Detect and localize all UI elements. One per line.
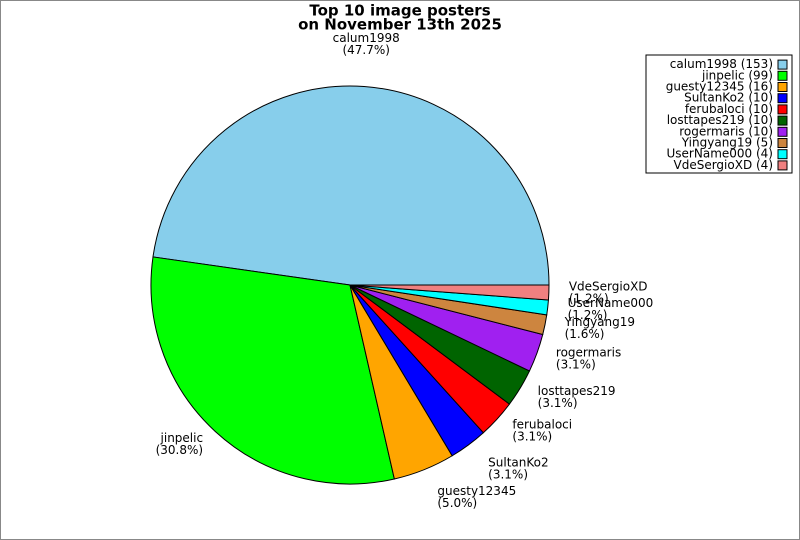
slice-value-label: (3.1%) — [512, 430, 552, 444]
legend-swatch — [777, 70, 788, 81]
legend-swatch — [777, 82, 788, 92]
legend-swatch — [777, 93, 788, 104]
slice-label: SultanKo2 — [488, 456, 548, 470]
chart-title: Top 10 image posters — [309, 2, 490, 20]
legend-label: VdeSergioXD (4) — [674, 158, 774, 172]
slice-value-label: (5.0%) — [437, 496, 477, 510]
pie-slice — [152, 85, 550, 286]
legend-swatch — [777, 149, 788, 160]
slice-value-label: (1.2%) — [569, 292, 609, 306]
legend-swatch — [777, 104, 788, 115]
chart-subtitle: on November 13th 2025 — [298, 16, 502, 34]
legend-label: SultanKo2 (10) — [684, 91, 773, 105]
slice-value-label: (3.1%) — [538, 396, 578, 410]
slice-label: ferubaloci — [512, 418, 572, 432]
slice-label: losttapes219 — [538, 384, 616, 398]
slice-label: rogermaris — [556, 346, 621, 360]
legend-label: guesty12345 (16) — [666, 80, 773, 94]
legend-swatch — [777, 160, 788, 171]
slice-value-label: (1.6%) — [565, 327, 605, 341]
legend-label: calum1998 (153) — [670, 57, 773, 71]
legend-label: rogermaris (10) — [679, 124, 773, 138]
legend-swatch — [777, 115, 788, 126]
legend-swatch — [777, 138, 788, 148]
legend-swatch — [777, 59, 788, 70]
legend-label: losttapes219 (10) — [667, 113, 773, 127]
slice-value-label: (3.1%) — [556, 358, 596, 372]
legend-box — [645, 54, 793, 174]
slice-label: guesty12345 — [437, 484, 516, 498]
legend-label: UserName000 (4) — [667, 147, 773, 161]
slice-label: calum1998 — [333, 31, 400, 45]
slice-label: UserName000 — [568, 296, 654, 310]
slice-label: VdeSergioXD — [569, 280, 648, 294]
pie-slice — [349, 284, 550, 301]
slice-value-label: (47.7%) — [342, 43, 389, 57]
legend-swatch — [777, 126, 788, 137]
slice-label: jinpelic — [160, 431, 204, 445]
slice-value-label: (30.8%) — [156, 443, 203, 457]
legend-label: Yingyang19 (5) — [681, 136, 773, 150]
slice-value-label: (3.1%) — [488, 468, 528, 482]
legend-label: jinpelic (99) — [701, 68, 773, 82]
slice-label: Yingyang19 — [564, 315, 635, 329]
pie-slice — [150, 256, 395, 485]
legend-label: ferubaloci (10) — [685, 102, 773, 116]
slice-value-label: (1.2%) — [568, 308, 608, 322]
